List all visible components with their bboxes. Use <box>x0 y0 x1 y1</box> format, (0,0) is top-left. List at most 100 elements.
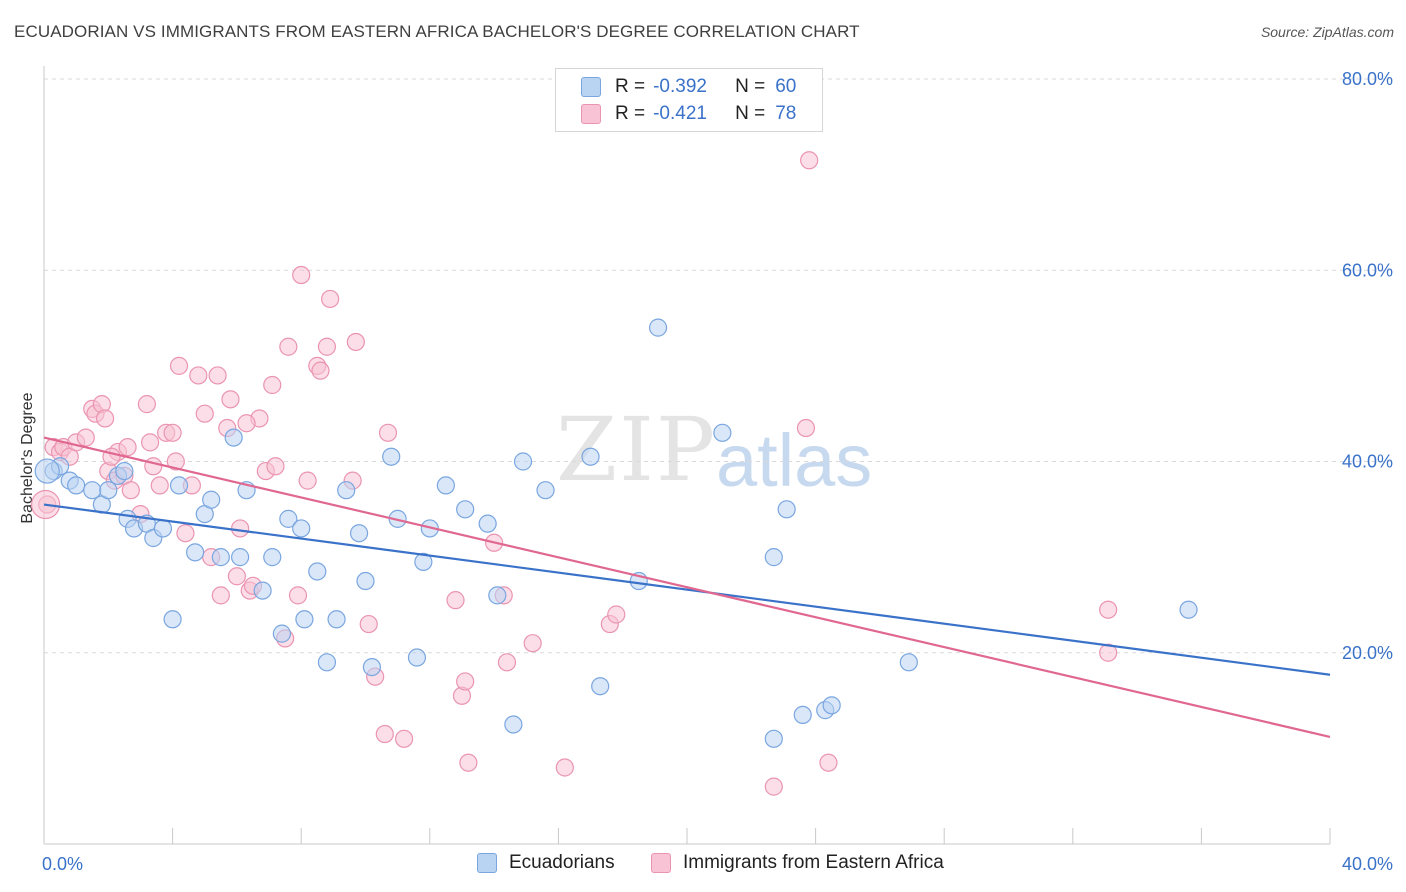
eastern-africa-point <box>137 395 156 414</box>
eastern-africa-point <box>796 418 816 438</box>
source-label: Source: ZipAtlas.com <box>1260 24 1394 40</box>
eastern-africa-point <box>266 457 285 476</box>
ecuadorian-point <box>1179 600 1198 619</box>
eastern-africa-point <box>292 265 311 285</box>
eastern-africa-point <box>221 390 240 409</box>
eastern-africa-point <box>279 337 298 356</box>
ecuadorian-point <box>272 624 292 643</box>
eastern-africa-point <box>375 724 394 744</box>
ecuadorian-point <box>337 481 356 500</box>
eastern-africa-point <box>288 586 308 605</box>
ecuadorian-point <box>822 696 841 715</box>
stats-legend: R = -0.392 N = 60 R = -0.421 N = 78 <box>555 68 823 132</box>
eastern-africa-point <box>208 366 227 385</box>
ecuadorian-point <box>362 657 382 677</box>
legend-item-ecuadorians: Ecuadorians <box>477 852 615 874</box>
eastern-africa-point <box>298 471 317 490</box>
ecuadorian-point <box>211 548 230 567</box>
ecuadorian-point <box>382 447 401 466</box>
eastern-africa-point <box>163 423 182 442</box>
watermark-atlas: atlas <box>716 419 873 502</box>
eastern-africa-point <box>555 758 574 777</box>
ecuadorian-point <box>793 705 812 725</box>
eastern-africa-point <box>144 457 163 476</box>
eastern-africa-point <box>76 428 95 447</box>
eastern-africa-point <box>102 447 121 466</box>
axes <box>43 66 1331 845</box>
ecuadorian-point <box>327 610 346 629</box>
legend-r-value: -0.392 <box>653 76 707 97</box>
eastern-africa-point <box>211 586 230 605</box>
pink-swatch-icon <box>651 853 671 873</box>
ecuadorian-point <box>231 548 250 567</box>
blue-swatch-icon <box>477 853 497 873</box>
ecuadorian-point <box>488 586 507 605</box>
eastern-africa-point <box>819 753 838 772</box>
legend-r-value: -0.421 <box>653 103 707 124</box>
legend-n-label: N = <box>735 103 766 124</box>
ecuadorian-point <box>263 548 282 567</box>
legend-label-ecuadorians: Ecuadorians <box>509 852 615 873</box>
ecuadorian-point <box>317 653 337 672</box>
eastern-africa-trend-line <box>43 436 1331 738</box>
ecuadorian-point <box>308 562 327 581</box>
eastern-africa-point <box>459 753 478 772</box>
ecuadorian-point <box>153 519 173 538</box>
ecuadorian-point <box>186 543 205 562</box>
eastern-africa-point <box>1099 600 1118 619</box>
eastern-africa-point <box>317 337 337 356</box>
eastern-africa-point <box>456 672 475 691</box>
ecuadorian-point <box>648 318 668 337</box>
tick-labels: 20.0% 40.0% 60.0% 80.0% 0.0% 40.0% <box>42 69 1393 874</box>
eastern-africa-point <box>378 423 398 442</box>
eastern-africa-point <box>176 524 195 543</box>
ecuadorian-point <box>67 476 86 495</box>
ecuadorian-point <box>764 729 783 748</box>
pink-swatch-icon <box>581 104 601 124</box>
eastern-africa-point <box>95 409 115 428</box>
ecuadorian-point <box>478 514 497 533</box>
legend-label-eastern-africa: Immigrants from Eastern Africa <box>683 852 944 873</box>
eastern-africa-point <box>231 519 250 538</box>
eastern-africa-point <box>607 605 626 624</box>
legend-r-label: R = <box>615 103 646 124</box>
eastern-africa-point <box>446 591 465 610</box>
y-tick-label: 40.0% <box>1342 452 1393 472</box>
eastern-africa-point <box>118 438 137 457</box>
ecuadorian-point <box>349 524 369 543</box>
y-tick-label: 60.0% <box>1342 260 1393 280</box>
eastern-africa-point <box>346 332 365 352</box>
eastern-africa-point <box>311 361 330 380</box>
ecuadorian-point <box>591 677 610 696</box>
ecuadorian-point <box>581 447 600 466</box>
eastern-africa-point <box>523 634 542 653</box>
ecuadorian-point <box>777 500 796 519</box>
ecuadorian-point <box>83 481 102 500</box>
ecuadorian-point <box>456 500 475 519</box>
ecuadorian-point <box>504 715 523 734</box>
eastern-africa-point <box>150 476 169 495</box>
eastern-africa-point <box>237 414 256 433</box>
ecuadorian-point <box>163 610 182 629</box>
ecuadorian-trend-line <box>43 503 1331 676</box>
legend-row-ecuadorians: R = -0.392 N = 60 <box>581 75 796 99</box>
legend-n-value: 60 <box>775 76 797 97</box>
legend-r-label: R = <box>615 76 646 97</box>
ecuadorian-point <box>436 476 455 495</box>
eastern-africa-point <box>1099 643 1118 662</box>
eastern-africa-point <box>321 289 340 309</box>
eastern-africa-point <box>195 404 214 423</box>
ecuadorian-point <box>295 610 314 629</box>
eastern-africa-point <box>166 452 185 471</box>
legend-row-eastern-africa: R = -0.421 N = 78 <box>581 102 796 126</box>
series-legend: Ecuadorians Immigrants from Eastern Afri… <box>0 852 1406 878</box>
ecuadorian-point <box>253 581 272 600</box>
eastern-africa-point <box>497 653 517 672</box>
eastern-africa-point <box>263 375 282 395</box>
data-points <box>31 151 1198 796</box>
watermark-zip: ZIP <box>556 398 718 501</box>
eastern-africa-point <box>189 366 208 385</box>
ecuadorian-point <box>202 490 221 509</box>
ecuadorian-point <box>169 476 189 495</box>
